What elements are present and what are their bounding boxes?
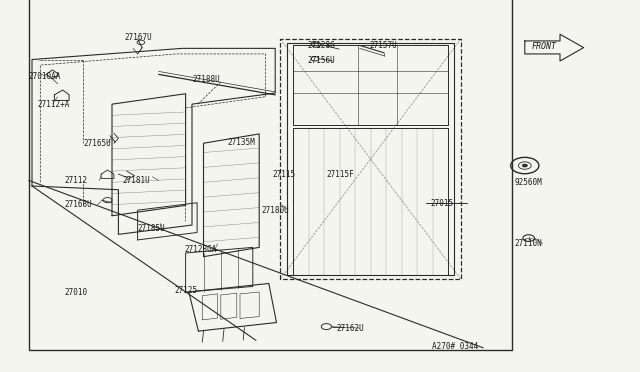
- Text: FRONT: FRONT: [531, 42, 556, 51]
- Text: 27185U: 27185U: [138, 224, 165, 233]
- Text: 27125: 27125: [174, 286, 197, 295]
- Circle shape: [522, 164, 527, 167]
- Text: 27168U: 27168U: [64, 200, 92, 209]
- Text: 27128G: 27128G: [307, 41, 335, 50]
- Text: 27167U: 27167U: [125, 33, 152, 42]
- Text: 27157U: 27157U: [370, 41, 397, 50]
- Text: 27181U: 27181U: [123, 176, 150, 185]
- Text: 27010: 27010: [64, 288, 87, 296]
- Text: 27115F: 27115F: [326, 170, 354, 179]
- Text: 27115: 27115: [272, 170, 295, 179]
- Text: 27135M: 27135M: [227, 138, 255, 147]
- Text: 27156U: 27156U: [307, 56, 335, 65]
- Text: 27188U: 27188U: [192, 76, 220, 84]
- Text: 27112: 27112: [64, 176, 87, 185]
- Text: 27180U: 27180U: [261, 206, 289, 215]
- Text: A270# 0344: A270# 0344: [433, 342, 479, 351]
- Text: 27015: 27015: [430, 199, 453, 208]
- Text: 27110N: 27110N: [515, 239, 542, 248]
- Text: 27128GA: 27128GA: [184, 245, 217, 254]
- Text: 27112+A: 27112+A: [37, 100, 70, 109]
- Text: 27162U: 27162U: [336, 324, 364, 333]
- Text: 27010AA: 27010AA: [29, 72, 61, 81]
- Text: 27165U: 27165U: [83, 139, 111, 148]
- Text: 92560M: 92560M: [515, 178, 542, 187]
- Bar: [29, 0, 512, 350]
